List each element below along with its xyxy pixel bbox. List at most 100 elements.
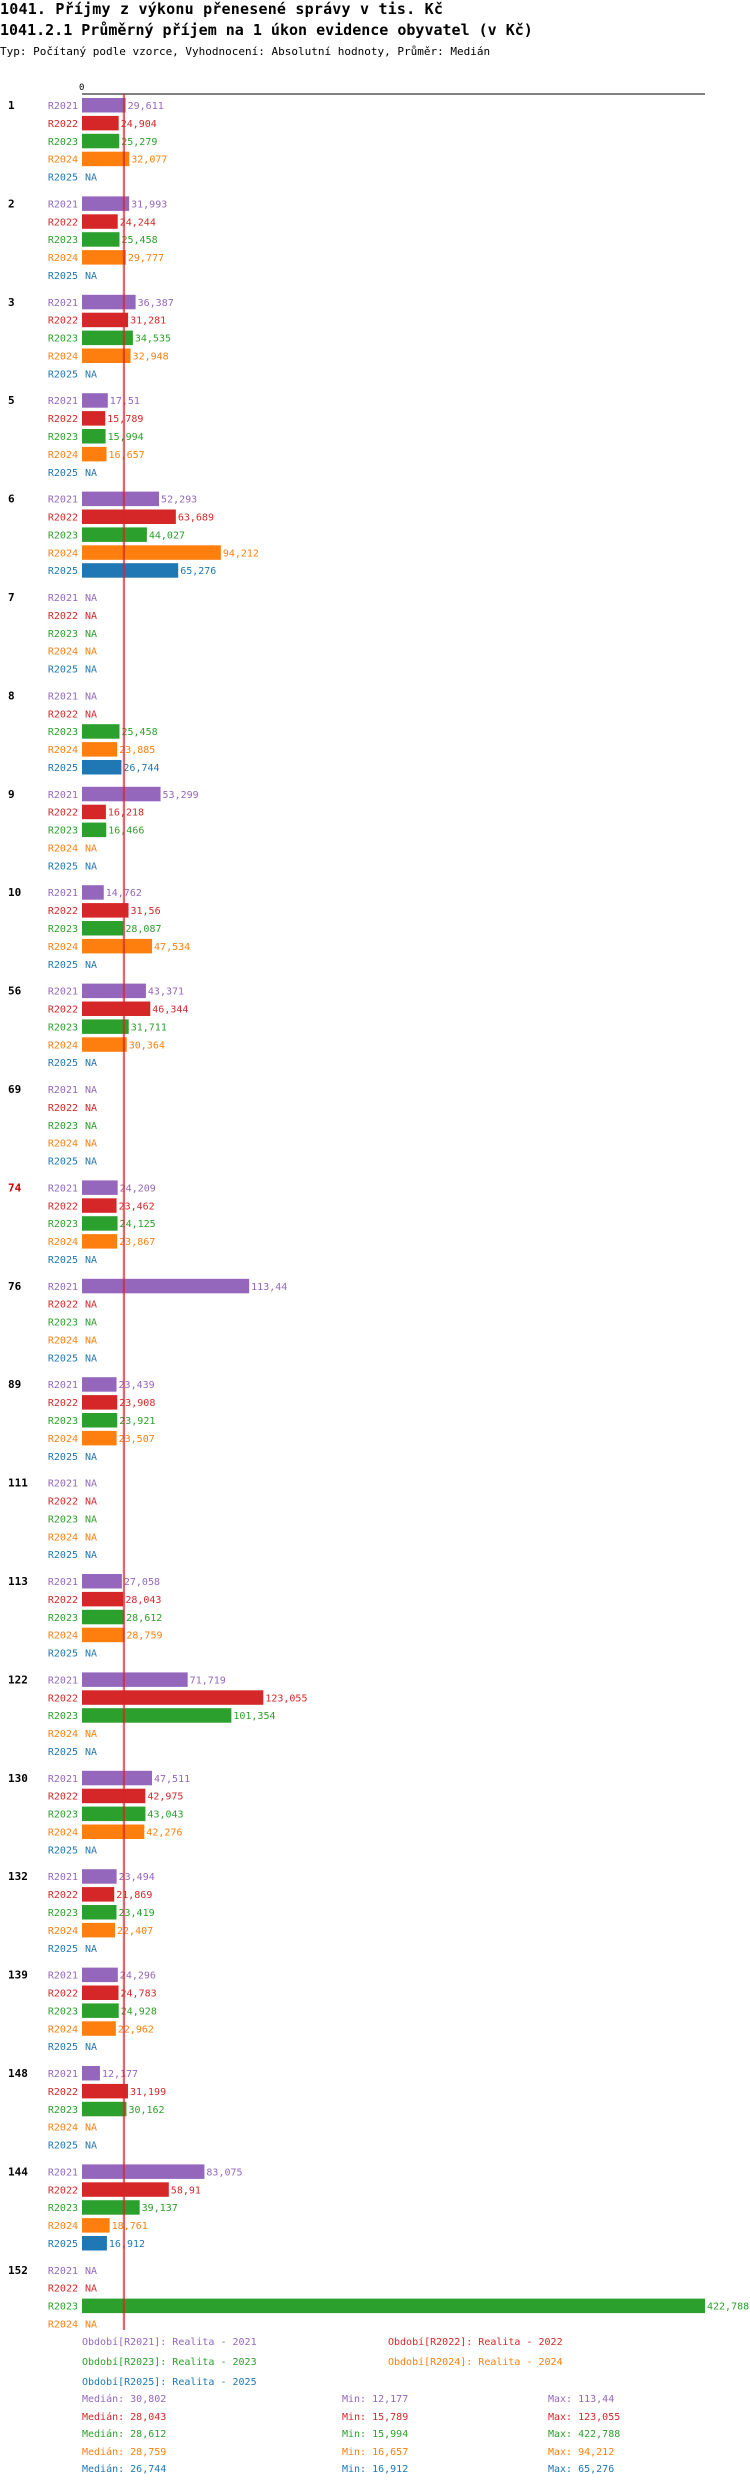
category-label: 69 [8,1083,21,1096]
bar [82,804,106,820]
series-tick-label: R2021 [48,2069,78,2080]
bar [82,724,120,739]
series-tick-label: R2024 [48,1532,78,1543]
series-tick-label: R2023 [48,2203,78,2214]
bar-chart: 0 1 R2021 29,611 R2022 24,904 R2023 25,279 R2024… [8,83,749,2331]
bar [82,563,179,578]
data-label: 26,744 [123,763,159,774]
series-tick-label: R2021 [48,888,78,899]
series-tick-label: R2024 [48,253,78,264]
series-tick-label: R2024 [48,1040,78,1051]
data-label: 30,162 [128,2105,164,2116]
series-tick-label: R2023 [48,2302,78,2313]
series-tick-label: R2024 [48,745,78,756]
series-tick-label: R2022 [48,611,78,622]
stat-median: Medián: 30,802 [82,2394,167,2405]
bar [82,2200,140,2215]
data-label: 18,761 [112,2221,148,2232]
series-tick-label: R2025 [48,2042,78,2053]
data-label: 25,279 [121,137,157,148]
series-tick-label: R2023 [48,1318,78,1329]
series-tick-label: R2024 [48,2221,78,2232]
stat-max: Max: 123,055 [548,2411,621,2423]
series-tick-label: R2021 [48,790,78,801]
stat-min: Min: 12,177 [342,2394,409,2405]
bar [82,446,107,462]
bar [82,822,107,838]
series-tick-label: R2022 [48,1890,78,1901]
bar [82,885,104,900]
na-label: NA [85,709,97,720]
series-tick-label: R2023 [48,1022,78,1033]
chart-title: 1041. Příjmy z výkonu přenesené správy v… [0,0,444,18]
bar [82,1574,122,1589]
bar [82,1019,129,1034]
series-tick-label: R2023 [48,530,78,541]
bar [82,527,147,542]
series-tick-label: R2025 [48,271,78,282]
series-tick-label: R2021 [48,199,78,210]
bar [82,348,131,363]
series-tick-label: R2025 [48,1452,78,1463]
series-tick-label: R2023 [48,727,78,738]
x-axis-tick-label: 0 [79,83,84,93]
series-tick-label: R2025 [48,1944,78,1955]
data-label: 42,975 [147,1792,183,1803]
na-label: NA [85,1300,97,1311]
data-label: 47,511 [154,1774,190,1785]
series-tick-label: R2021 [48,593,78,604]
na-label: NA [85,2141,97,2152]
category-label: 139 [8,1969,28,1982]
bar [82,429,106,444]
bar [82,2083,128,2099]
series-tick-label: R2021 [48,495,78,506]
bar [82,545,221,560]
bar [82,1413,118,1428]
bar [82,151,130,167]
data-label: 101,354 [233,1711,275,1722]
na-label: NA [85,173,97,184]
series-tick-label: R2021 [48,298,78,309]
data-label: 39,137 [142,2203,178,2214]
bar [82,1377,117,1392]
series-tick-label: R2022 [48,906,78,917]
data-label: 29,777 [128,253,164,264]
na-label: NA [85,1550,97,1561]
series-tick-label: R2024 [48,2320,78,2331]
series-tick-label: R2025 [48,2239,78,2250]
bar [82,1609,125,1625]
bar [82,786,161,802]
bar [82,2101,127,2117]
bar [82,250,126,265]
category-label: 111 [8,1477,28,1490]
series-tick-label: R2025 [48,665,78,676]
series-tick-label: R2021 [48,101,78,112]
series-tick-label: R2025 [48,763,78,774]
data-label: 422,788 [707,2302,749,2313]
series-tick-label: R2022 [48,2185,78,2196]
series-tick-label: R2022 [48,2087,78,2098]
series-tick-label: R2021 [48,691,78,702]
bar [82,1278,250,1294]
data-label: 71,719 [190,1675,226,1686]
bar [82,1430,117,1446]
data-label: 23,462 [119,1201,155,1212]
data-label: 113,44 [251,1282,287,1293]
bar [82,1180,118,1195]
data-label: 16,912 [109,2239,145,2250]
stat-max: Max: 422,788 [548,2429,621,2441]
data-label: 23,419 [119,1908,155,1919]
category-label: 89 [8,1378,21,1391]
bar [82,1216,118,1231]
na-label: NA [85,1452,97,1463]
category-label: 2 [8,197,15,210]
series-tick-label: R2022 [48,119,78,130]
bar [82,903,129,918]
bar [82,1198,117,1213]
data-label: 36,387 [138,298,174,309]
bar [82,1001,151,1016]
series-tick-label: R2023 [48,1711,78,1722]
series-tick-label: R2022 [48,1201,78,1212]
series-tick-label: R2025 [48,861,78,872]
series-tick-label: R2025 [48,1747,78,1758]
